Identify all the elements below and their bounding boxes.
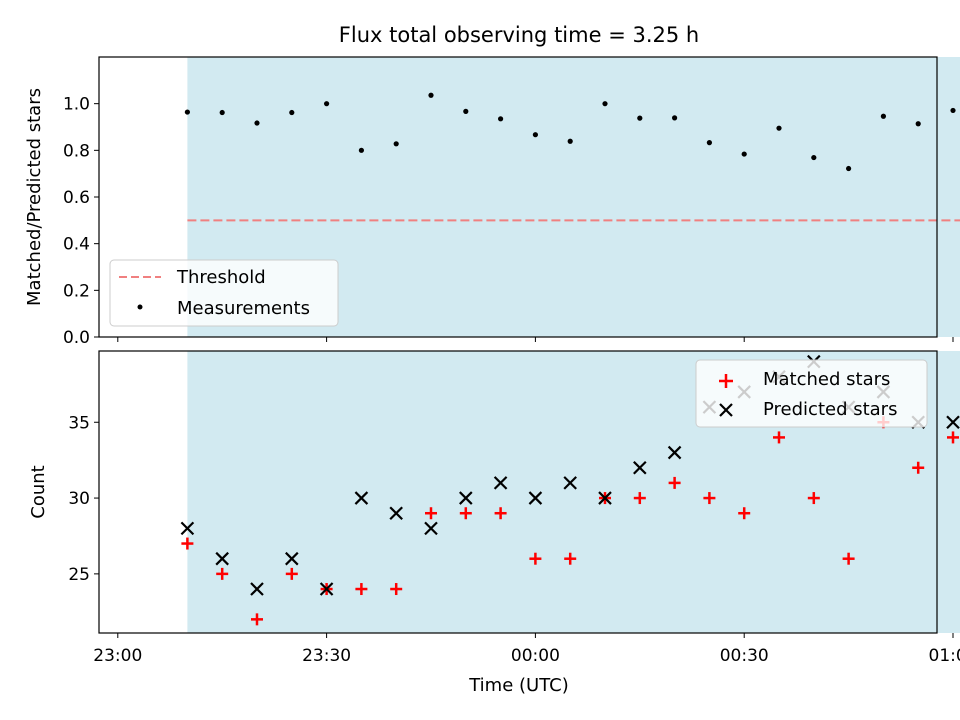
matched-star-marker	[250, 613, 263, 626]
matched-star-marker	[947, 431, 960, 444]
predicted-star-marker	[563, 476, 577, 490]
matched-star-marker	[773, 431, 786, 444]
matched-star-marker	[807, 492, 820, 505]
matched-star-marker	[355, 583, 368, 596]
measurement-point	[811, 154, 817, 161]
chart-title: Flux total observing time = 3.25 h	[339, 23, 699, 47]
measurement-point	[358, 147, 364, 153]
measurement-point	[950, 107, 956, 114]
measurement-point	[776, 125, 782, 131]
matched-star-marker	[842, 552, 855, 565]
legend-predicted-label: Predicted stars	[763, 399, 897, 420]
measurement-point	[497, 116, 504, 122]
legend-predicted-swatch	[719, 403, 733, 417]
measurement-point	[289, 109, 295, 116]
matched-star-marker	[390, 583, 403, 596]
predicted-star-marker	[667, 445, 682, 460]
x-tick-label: 01:00	[929, 646, 960, 666]
top-legend-box	[109, 259, 339, 327]
predicted-star-marker	[389, 506, 403, 521]
predicted-star-marker	[424, 521, 438, 536]
measurement-point	[463, 108, 469, 114]
y-tick-label: 0.8	[63, 141, 90, 161]
matched-star-marker	[285, 567, 298, 580]
legend-matched-label: Matched stars	[763, 369, 890, 390]
predicted-star-marker	[598, 491, 612, 505]
matched-star-marker	[738, 507, 751, 520]
measurement-point	[706, 140, 713, 146]
predicted-star-marker	[250, 582, 264, 596]
bottom-y-axis: 25 30 35	[68, 413, 99, 585]
y-tick-label: 0.4	[63, 235, 90, 255]
legend-threshold-label: Threshold	[176, 267, 266, 288]
matched-star-marker	[703, 492, 716, 505]
predicted-star-marker	[946, 415, 960, 430]
y-tick-label: 0.2	[63, 281, 90, 301]
top-y-axis-label: Matched/Predicted stars	[24, 88, 45, 306]
y-tick-label: 1.0	[63, 95, 90, 115]
measurement-point	[393, 141, 399, 147]
predicted-star-marker	[459, 491, 473, 505]
matched-star-marker	[633, 492, 646, 505]
bottom-legend: Matched stars Predicted stars	[695, 359, 928, 428]
matched-star-marker	[216, 567, 229, 580]
matched-star-marker	[912, 461, 925, 474]
y-tick-label: 0.0	[63, 328, 90, 348]
matched-star-marker	[564, 552, 577, 565]
measurement-point	[846, 165, 852, 172]
predicted-star-marker	[215, 551, 229, 566]
top-legend: Threshold Measurements	[109, 259, 339, 327]
predicted-star-marker	[528, 491, 543, 505]
x-axis-label: Time (UTC)	[468, 675, 569, 696]
y-tick-label: 0.6	[63, 188, 90, 208]
measurement-point	[880, 113, 887, 119]
measurement-point	[254, 120, 260, 126]
x-tick-label: 23:30	[302, 646, 351, 666]
top-panel: 0.0 0.2 0.4 0.6 0.8 1.0 Matched/Predicted sta…	[24, 56, 960, 348]
matched-star-marker	[181, 537, 194, 550]
matched-star-marker	[424, 507, 437, 520]
bottom-plot-frame	[98, 350, 938, 634]
measurement-point	[915, 121, 921, 127]
predicted-star-marker	[493, 476, 508, 490]
legend-matched-swatch	[719, 374, 733, 388]
x-tick-label: 00:00	[511, 646, 560, 666]
matched-star-marker	[494, 507, 507, 520]
matched-star-marker	[668, 476, 681, 489]
legend-measurements-label: Measurements	[177, 298, 310, 319]
measurement-point	[672, 115, 678, 121]
measurement-point	[323, 101, 330, 107]
top-y-axis: 0.0 0.2 0.4 0.6 0.8 1.0	[63, 95, 99, 348]
y-tick-label: 25	[68, 565, 90, 585]
legend-measurements-swatch	[137, 304, 143, 310]
predicted-star-marker	[633, 460, 647, 475]
x-tick-label: 00:30	[720, 646, 769, 666]
predicted-star-marker	[285, 551, 299, 566]
measurement-point	[219, 109, 225, 116]
matched-star-marker	[459, 507, 472, 520]
predicted-star-marker	[180, 521, 195, 536]
predicted-star-marker	[319, 582, 334, 596]
top-plot-frame	[98, 56, 938, 338]
top-x-axis	[117, 337, 954, 342]
predicted-star-marker	[354, 491, 369, 505]
matched-star-marker	[529, 552, 542, 565]
measurement-point	[741, 151, 747, 157]
measurement-point	[637, 115, 643, 121]
measurement-point	[602, 101, 608, 107]
bottom-legend-box	[695, 359, 928, 428]
measurement-points	[184, 92, 956, 172]
measurement-point	[532, 132, 539, 138]
bottom-y-axis-label: Count	[28, 465, 49, 518]
y-tick-label: 35	[68, 413, 90, 433]
measurement-point	[184, 109, 190, 115]
x-tick-label: 23:00	[93, 646, 142, 666]
measurement-point	[428, 92, 434, 98]
measurement-point	[567, 138, 573, 144]
y-tick-label: 30	[68, 489, 90, 509]
